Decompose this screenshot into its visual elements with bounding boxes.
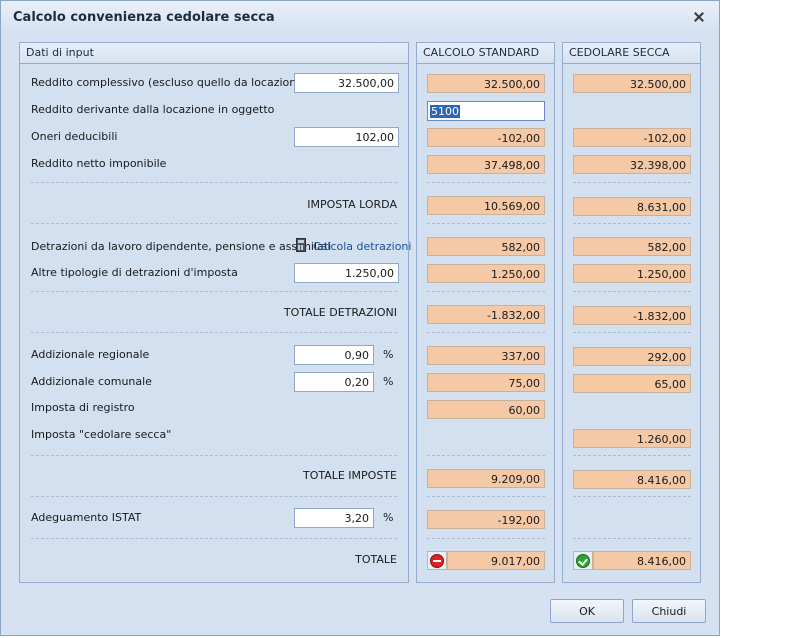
calculator-icon[interactable] [296, 238, 306, 252]
standard-panel-title: CALCOLO STANDARD [423, 46, 540, 59]
totale-detrazioni-standard: -1.832,00 [427, 305, 545, 324]
imposta-registro-label: Imposta di registro [31, 401, 135, 414]
imposta-lorda-standard: 10.569,00 [427, 196, 545, 215]
separator [573, 496, 691, 497]
standard-status-cell [427, 551, 447, 570]
dialog-title: Calcolo convenienza cedolare secca [13, 10, 275, 25]
separator [31, 332, 397, 333]
oneri-input[interactable]: 102,00 [294, 127, 399, 147]
addizionale-comunale-cedolare: 65,00 [573, 374, 691, 393]
separator [573, 538, 691, 539]
reddito-locazione-value: 5100 [430, 105, 460, 118]
addizionale-comunale-label: Addizionale comunale [31, 375, 152, 388]
chiudi-button[interactable]: Chiudi [632, 599, 706, 623]
input-panel-header: Dati di input [20, 43, 408, 64]
totale-detrazioni-label: TOTALE DETRAZIONI [283, 306, 397, 319]
separator [31, 538, 397, 539]
netto-cedolare: 32.398,00 [573, 155, 691, 174]
separator [31, 291, 397, 292]
addizionale-regionale-label: Addizionale regionale [31, 348, 150, 361]
imposta-cedolare-label: Imposta "cedolare secca" [31, 428, 172, 441]
oneri-label: Oneri deducibili [31, 130, 118, 143]
reddito-complessivo-input[interactable]: 32.500,00 [294, 73, 399, 93]
oneri-standard: -102,00 [427, 128, 545, 147]
totale-imposte-label: TOTALE IMPOSTE [302, 469, 397, 482]
separator [573, 332, 691, 333]
reddito-locazione-label: Reddito derivante dalla locazione in ogg… [31, 103, 275, 116]
reddito-locazione-input[interactable]: 5100 [427, 101, 545, 121]
separator [427, 223, 545, 224]
netto-label: Reddito netto imponibile [31, 157, 167, 170]
calcola-detrazioni-link[interactable]: Calcola detrazioni [313, 240, 412, 253]
ok-button[interactable]: OK [550, 599, 624, 623]
adeguamento-istat-label: Adeguamento ISTAT [31, 511, 142, 524]
detrazioni-lavoro-cedolare: 582,00 [573, 237, 691, 256]
separator [427, 496, 545, 497]
altre-detrazioni-label: Altre tipologie di detrazioni d'imposta [31, 266, 238, 279]
imposta-cedolare-cedolare: 1.260,00 [573, 429, 691, 448]
altre-detrazioni-standard: 1.250,00 [427, 264, 545, 283]
addizionale-comunale-standard: 75,00 [427, 373, 545, 392]
separator [31, 455, 397, 456]
altre-detrazioni-input[interactable]: 1.250,00 [294, 263, 399, 283]
altre-detrazioni-cedolare: 1.250,00 [573, 264, 691, 283]
addizionale-comunale-unit: % [383, 375, 394, 388]
detrazioni-lavoro-standard: 582,00 [427, 237, 545, 256]
dialog-window: Calcolo convenienza cedolare secca Dati … [0, 0, 720, 636]
totale-cedolare: 8.416,00 [593, 551, 691, 570]
separator [427, 538, 545, 539]
totale-label: TOTALE [355, 553, 397, 566]
separator [427, 332, 545, 333]
input-panel-title: Dati di input [26, 46, 94, 59]
separator [573, 223, 691, 224]
title-bar: Calcolo convenienza cedolare secca [1, 1, 719, 35]
adeguamento-istat-standard: -192,00 [427, 510, 545, 529]
reddito-complessivo-standard: 32.500,00 [427, 74, 545, 93]
separator [31, 182, 397, 183]
cedolare-panel-header: CEDOLARE SECCA [563, 43, 700, 64]
separator [573, 455, 691, 456]
separator [573, 182, 691, 183]
netto-standard: 37.498,00 [427, 155, 545, 174]
reddito-complessivo-label: Reddito complessivo (escluso quello da l… [31, 76, 308, 89]
reddito-complessivo-cedolare: 32.500,00 [573, 74, 691, 93]
addizionale-regionale-input[interactable]: 0,90 [294, 345, 374, 365]
imposta-lorda-label: IMPOSTA LORDA [307, 198, 397, 211]
adeguamento-istat-unit: % [383, 511, 394, 524]
close-icon[interactable] [691, 9, 707, 25]
check-icon [576, 554, 590, 568]
oneri-cedolare: -102,00 [573, 128, 691, 147]
addizionale-comunale-input[interactable]: 0,20 [294, 372, 374, 392]
totale-standard: 9.017,00 [447, 551, 545, 570]
cedolare-status-cell [573, 551, 593, 570]
adeguamento-istat-input[interactable]: 3,20 [294, 508, 374, 528]
standard-panel-header: CALCOLO STANDARD [417, 43, 554, 64]
addizionale-regionale-standard: 337,00 [427, 346, 545, 365]
stop-icon [430, 554, 444, 568]
separator [573, 291, 691, 292]
separator [31, 223, 397, 224]
totale-detrazioni-cedolare: -1.832,00 [573, 306, 691, 325]
imposta-lorda-cedolare: 8.631,00 [573, 197, 691, 216]
separator [427, 182, 545, 183]
cedolare-panel-title: CEDOLARE SECCA [569, 46, 670, 59]
imposta-registro-standard: 60,00 [427, 400, 545, 419]
totale-imposte-standard: 9.209,00 [427, 469, 545, 488]
separator [427, 291, 545, 292]
addizionale-regionale-unit: % [383, 348, 394, 361]
separator [427, 455, 545, 456]
detrazioni-lavoro-label: Detrazioni da lavoro dipendente, pension… [31, 240, 332, 253]
addizionale-regionale-cedolare: 292,00 [573, 347, 691, 366]
totale-imposte-cedolare: 8.416,00 [573, 470, 691, 489]
separator [31, 496, 397, 497]
